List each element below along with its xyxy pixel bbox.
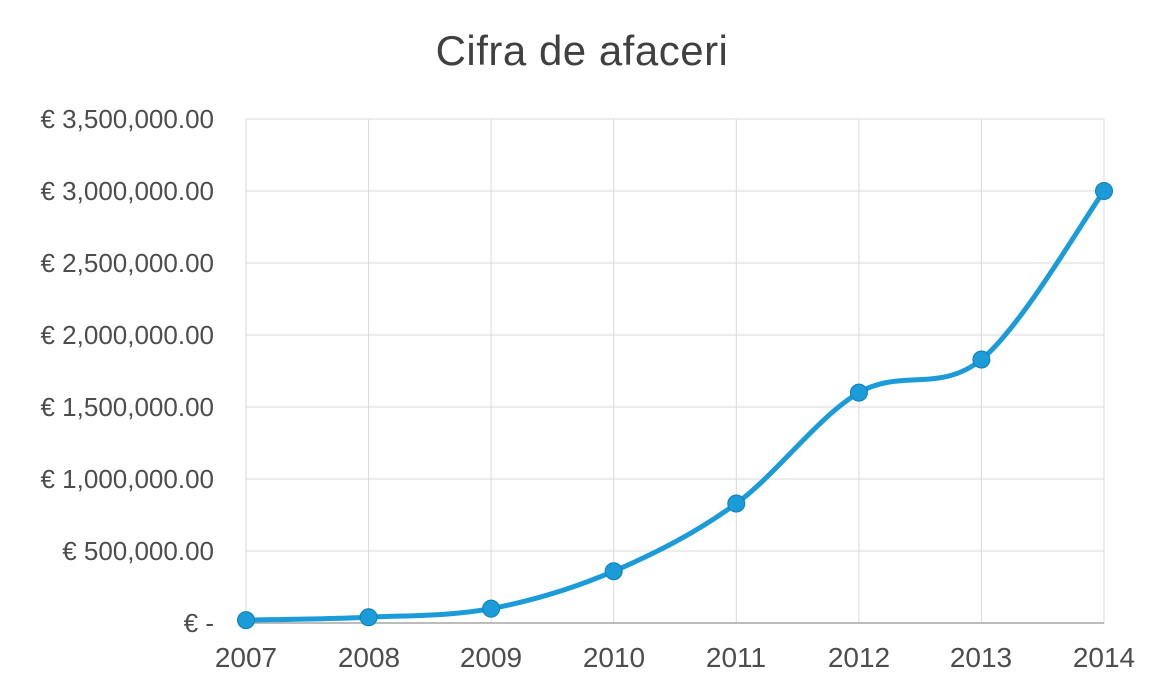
y-axis-tick-label: € 1,500,000.00 — [40, 392, 215, 422]
y-axis-tick-label: € 1,000,000.00 — [40, 464, 215, 494]
series-line — [243, 188, 1107, 623]
y-axis-tick-label: € - — [183, 608, 214, 638]
data-point-2010 — [604, 562, 623, 581]
data-point-2007 — [237, 611, 255, 630]
y-axis-tick-label: € 2,500,000.00 — [40, 248, 215, 278]
data-point-2013 — [972, 350, 991, 369]
data-point-2008 — [359, 608, 378, 627]
x-axis-tick-label: 2013 — [949, 642, 1013, 673]
data-point-2009 — [482, 599, 501, 618]
y-axis-tick-label: € 2,000,000.00 — [40, 320, 215, 350]
data-point-2011 — [727, 494, 746, 513]
x-axis-tick-label: 2014 — [1072, 642, 1136, 673]
y-axis-tick-label: € 3,500,000.00 — [40, 104, 215, 134]
y-axis-tick-label: € 500,000.00 — [62, 536, 214, 566]
x-axis-tick-label: 2007 — [214, 642, 278, 673]
x-axis-tick-label: 2009 — [459, 642, 523, 673]
data-point-2014 — [1095, 182, 1113, 200]
x-axis-tick-label: 2008 — [337, 642, 401, 673]
x-axis-tick-label: 2010 — [582, 642, 646, 673]
data-point-2012 — [849, 383, 868, 402]
x-axis-tick-label: 2012 — [827, 642, 891, 673]
chart-title: Cifra de afaceri — [435, 27, 729, 74]
y-axis-tick-label: € 3,000,000.00 — [40, 176, 215, 206]
x-axis-tick-label: 2011 — [705, 642, 767, 673]
